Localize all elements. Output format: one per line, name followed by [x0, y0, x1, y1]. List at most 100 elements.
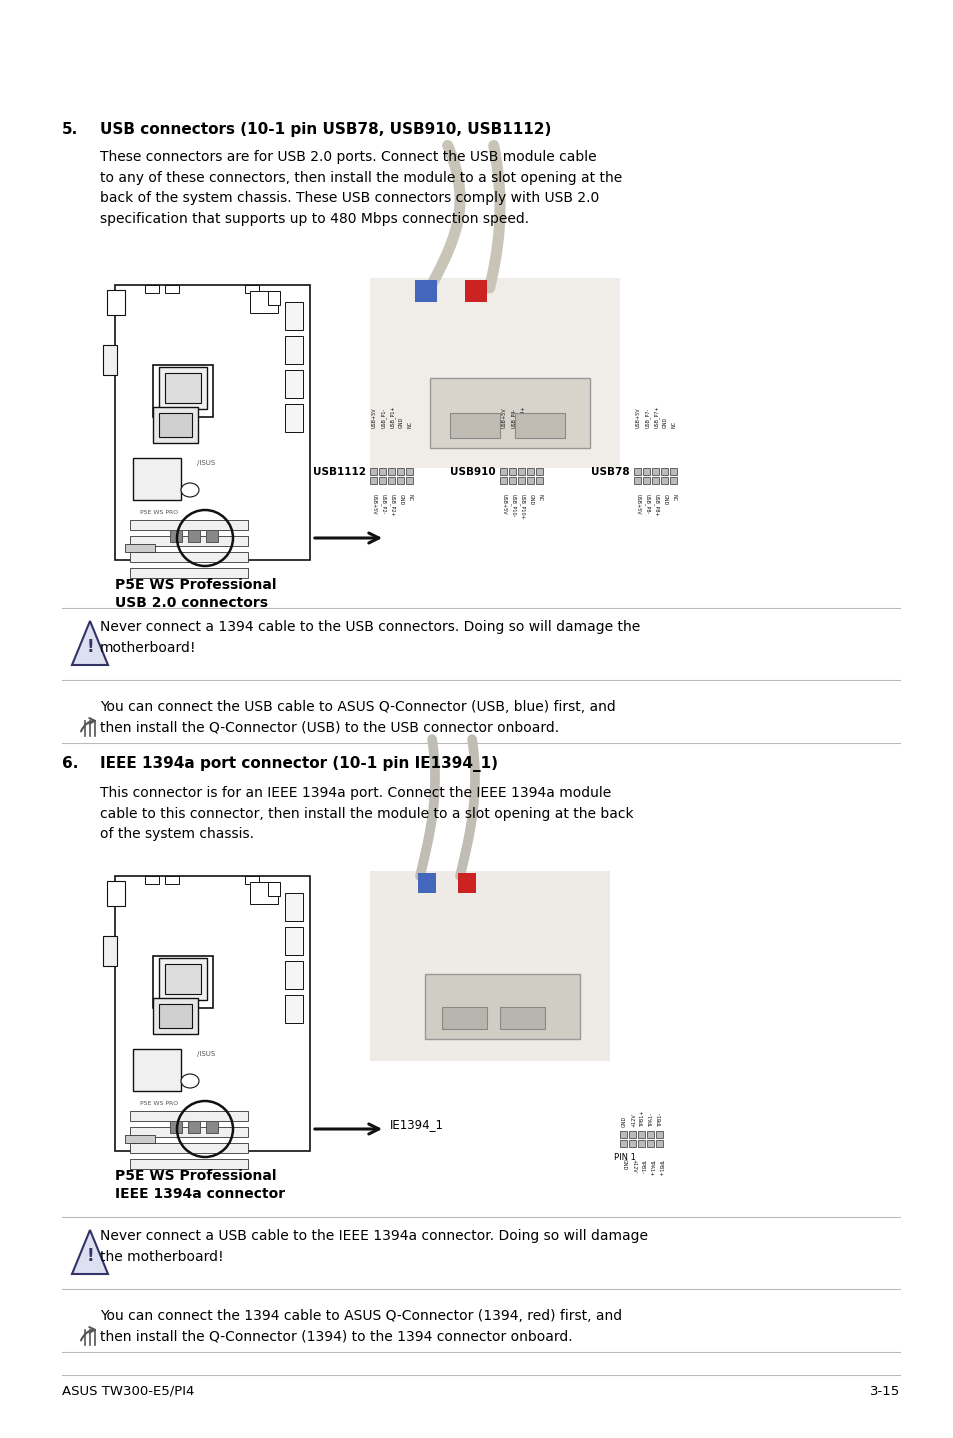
FancyBboxPatch shape: [651, 467, 659, 475]
Text: GND: GND: [529, 495, 534, 505]
FancyBboxPatch shape: [638, 1132, 644, 1137]
FancyBboxPatch shape: [646, 1140, 654, 1148]
FancyBboxPatch shape: [424, 974, 579, 1040]
Text: GND: GND: [529, 417, 534, 429]
Text: IEEE 1394a connector: IEEE 1394a connector: [115, 1186, 285, 1201]
FancyBboxPatch shape: [285, 302, 303, 329]
Text: USB_P10-: USB_P10-: [510, 495, 516, 518]
Text: USB+5V: USB+5V: [501, 495, 506, 515]
FancyBboxPatch shape: [628, 1132, 636, 1137]
FancyBboxPatch shape: [170, 531, 182, 542]
FancyBboxPatch shape: [509, 477, 516, 485]
Text: USB_P7-: USB_P7-: [644, 408, 650, 429]
Text: NC: NC: [408, 421, 413, 429]
FancyBboxPatch shape: [188, 531, 200, 542]
FancyBboxPatch shape: [165, 876, 179, 884]
Text: 5.: 5.: [62, 122, 78, 137]
FancyBboxPatch shape: [152, 407, 198, 443]
Text: USB_P10+: USB_P10+: [519, 495, 525, 519]
FancyBboxPatch shape: [152, 365, 213, 417]
Text: P5E WS PRO: P5E WS PRO: [140, 510, 178, 515]
Text: This connector is for an IEEE 1394a port. Connect the IEEE 1394a module
cable to: This connector is for an IEEE 1394a port…: [100, 787, 633, 841]
FancyBboxPatch shape: [145, 876, 159, 884]
FancyBboxPatch shape: [499, 1007, 544, 1030]
FancyBboxPatch shape: [396, 467, 403, 475]
Text: USB_P2-: USB_P2-: [380, 495, 386, 515]
Text: You can connect the USB cable to ASUS Q-Connector (USB, blue) first, and
then in: You can connect the USB cable to ASUS Q-…: [100, 700, 615, 735]
FancyBboxPatch shape: [651, 477, 659, 485]
FancyBboxPatch shape: [130, 1127, 248, 1137]
FancyBboxPatch shape: [660, 477, 667, 485]
FancyBboxPatch shape: [619, 1132, 626, 1137]
Text: Never connect a 1394 cable to the USB connectors. Doing so will damage the
mothe: Never connect a 1394 cable to the USB co…: [100, 620, 639, 654]
Text: NC: NC: [537, 495, 542, 500]
FancyBboxPatch shape: [130, 1159, 248, 1169]
FancyBboxPatch shape: [165, 372, 201, 403]
FancyBboxPatch shape: [415, 280, 436, 302]
FancyBboxPatch shape: [206, 531, 218, 542]
FancyBboxPatch shape: [441, 1007, 486, 1030]
Text: GND: GND: [662, 495, 667, 505]
FancyBboxPatch shape: [285, 893, 303, 920]
FancyBboxPatch shape: [370, 278, 619, 467]
FancyBboxPatch shape: [107, 881, 125, 906]
FancyBboxPatch shape: [669, 477, 677, 485]
Text: USB_P7+: USB_P7+: [653, 406, 659, 429]
FancyBboxPatch shape: [132, 457, 181, 500]
Text: P5E WS Professional: P5E WS Professional: [115, 578, 276, 592]
FancyBboxPatch shape: [536, 477, 542, 485]
Text: TPB1-: TPB1-: [658, 1113, 662, 1127]
Text: NC: NC: [671, 421, 677, 429]
FancyBboxPatch shape: [499, 477, 506, 485]
FancyBboxPatch shape: [536, 467, 542, 475]
FancyBboxPatch shape: [285, 961, 303, 989]
Text: TPB1+: TPB1+: [639, 1110, 644, 1127]
FancyBboxPatch shape: [159, 1004, 192, 1028]
Text: GND: GND: [398, 495, 403, 505]
FancyBboxPatch shape: [152, 998, 198, 1034]
FancyBboxPatch shape: [165, 963, 201, 994]
FancyBboxPatch shape: [170, 1122, 182, 1133]
FancyBboxPatch shape: [417, 873, 436, 893]
FancyBboxPatch shape: [646, 1132, 654, 1137]
FancyBboxPatch shape: [642, 477, 649, 485]
Text: USB_P1-: USB_P1-: [380, 408, 386, 429]
FancyBboxPatch shape: [159, 367, 207, 408]
Text: P5E WS Professional: P5E WS Professional: [115, 1169, 276, 1183]
FancyBboxPatch shape: [656, 1132, 662, 1137]
Text: NC: NC: [671, 495, 677, 500]
Text: TPB1+: TPB1+: [658, 1159, 662, 1175]
Text: USB78: USB78: [591, 467, 629, 477]
FancyBboxPatch shape: [370, 477, 376, 485]
FancyBboxPatch shape: [378, 477, 386, 485]
Text: NC: NC: [408, 495, 413, 500]
Text: These connectors are for USB 2.0 ports. Connect the USB module cable
to any of t: These connectors are for USB 2.0 ports. …: [100, 150, 621, 226]
Text: USB+5V: USB+5V: [372, 495, 376, 515]
Text: GND: GND: [398, 417, 403, 429]
Text: USB_P8+: USB_P8+: [653, 495, 659, 516]
Text: USB_P9-: USB_P9-: [510, 408, 516, 429]
FancyBboxPatch shape: [165, 285, 179, 293]
FancyBboxPatch shape: [499, 467, 506, 475]
Text: USB 2.0 connectors: USB 2.0 connectors: [115, 595, 268, 610]
FancyBboxPatch shape: [130, 552, 248, 562]
Text: GND: GND: [621, 1159, 626, 1171]
FancyBboxPatch shape: [132, 1048, 181, 1091]
FancyBboxPatch shape: [130, 536, 248, 546]
FancyBboxPatch shape: [268, 881, 280, 896]
FancyBboxPatch shape: [509, 467, 516, 475]
FancyBboxPatch shape: [642, 467, 649, 475]
Polygon shape: [71, 621, 108, 664]
FancyBboxPatch shape: [388, 467, 395, 475]
Text: 3-15: 3-15: [869, 1385, 899, 1398]
FancyBboxPatch shape: [464, 280, 486, 302]
FancyBboxPatch shape: [130, 521, 248, 531]
Text: TPB1-: TPB1-: [639, 1159, 644, 1173]
Text: ASUS TW300-E5/PI4: ASUS TW300-E5/PI4: [62, 1385, 194, 1398]
FancyBboxPatch shape: [115, 285, 310, 559]
Text: USB1112: USB1112: [313, 467, 366, 477]
Text: USB+5V: USB+5V: [636, 495, 640, 515]
FancyBboxPatch shape: [250, 290, 277, 313]
FancyBboxPatch shape: [370, 871, 609, 1061]
FancyBboxPatch shape: [396, 477, 403, 485]
